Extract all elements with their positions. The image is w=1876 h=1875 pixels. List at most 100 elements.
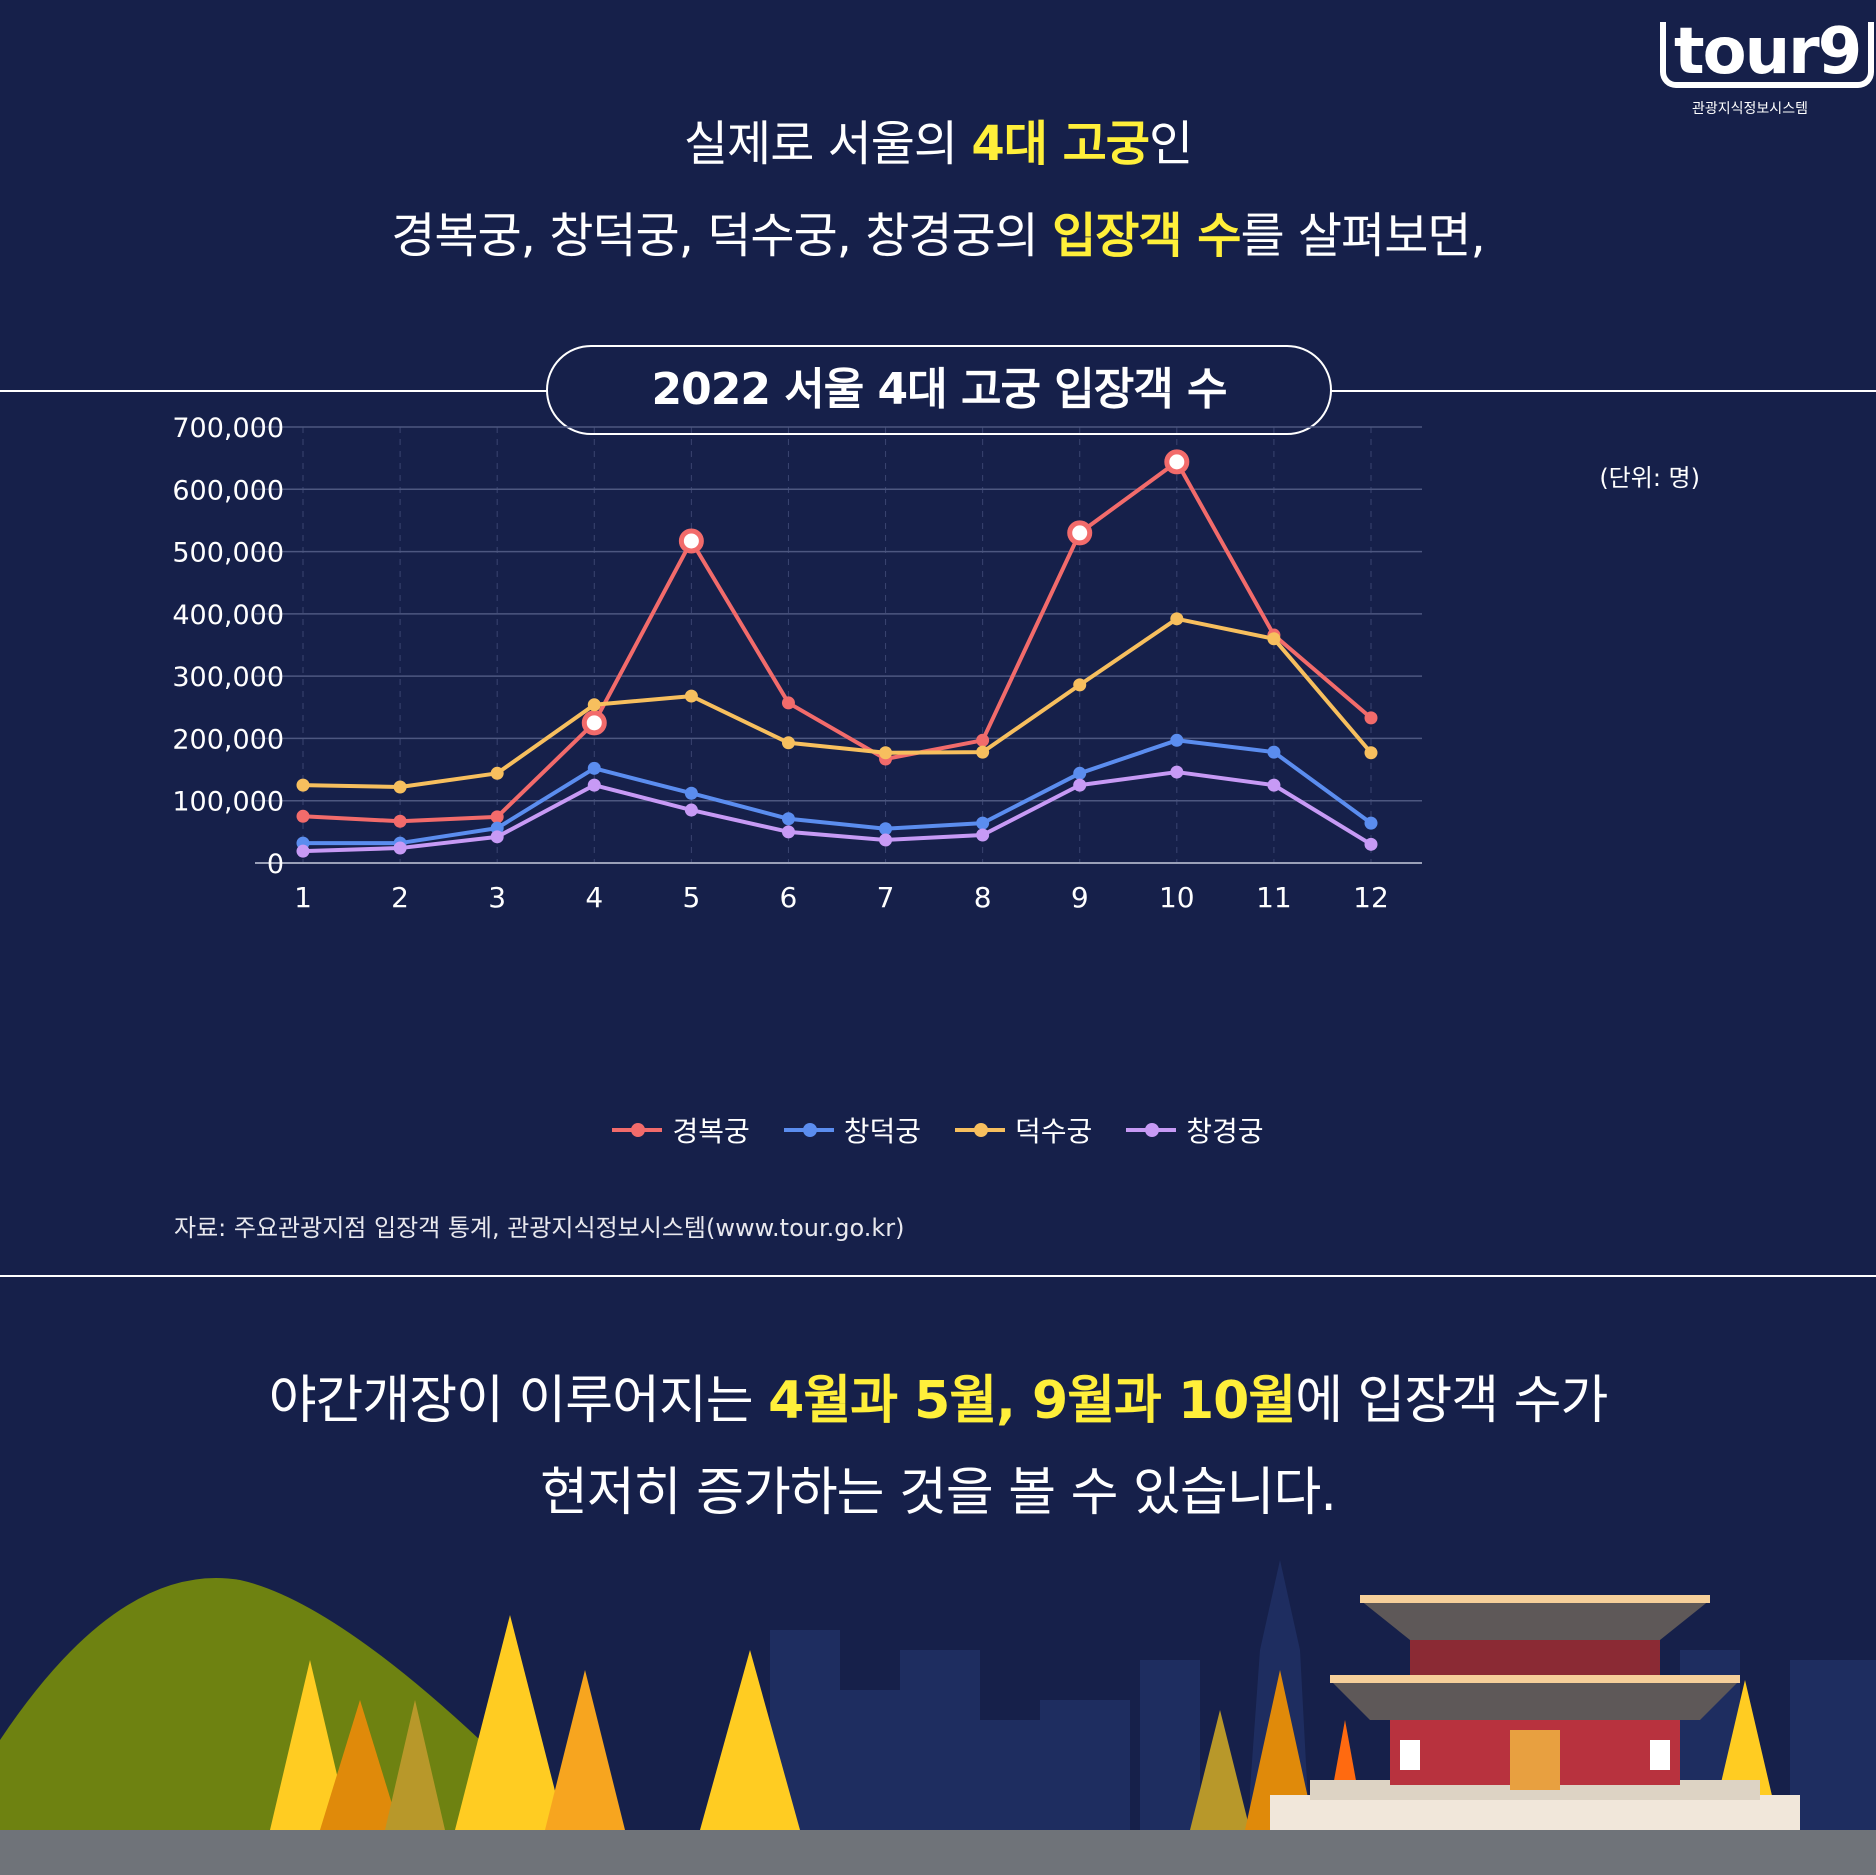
highlighted-data-point [678,528,704,554]
logo-subtitle: 관광지식정보시스템 [1692,101,1808,117]
legend-label: 창경궁 [1186,1115,1264,1148]
y-tick-label: 400,000 [172,600,284,631]
data-point [1073,766,1087,780]
conclusion-text-part: 에 입장객 수가 [1295,1371,1608,1431]
data-point [587,698,601,712]
data-point [684,803,698,817]
data-point [1364,837,1378,851]
x-tick-label: 5 [682,881,700,914]
autumn-trees [270,1615,1780,1830]
data-point [684,689,698,703]
data-point [879,746,893,760]
ground [0,1830,1876,1875]
data-point [490,766,504,780]
data-point [781,736,795,750]
data-point [879,822,893,836]
data-point [490,830,504,844]
headline-highlight: 입장객 수 [1052,208,1241,264]
data-point [1170,765,1184,779]
legend: 경복궁 창덕궁 덕수궁 창경궁 [0,1110,1876,1150]
data-point [587,778,601,792]
x-tick-label: 12 [1353,881,1389,914]
legend-item: 창덕궁 [783,1110,921,1150]
x-tick-label: 11 [1256,881,1292,914]
data-point [1364,816,1378,830]
data-point [976,828,990,842]
chart-title: 2022 서울 4대 고궁 입장객 수 [546,345,1332,435]
palace-building [1270,1595,1800,1830]
series-line [302,770,1373,854]
data-point [1267,632,1281,646]
legend-label: 창덕궁 [843,1115,921,1148]
data-point [976,745,990,759]
headline-text: 경복궁, 창덕궁, 덕수궁, 창경궁의 [391,208,1053,264]
palace-illustration [0,1560,1876,1875]
data-point [879,833,893,847]
legend-swatch [783,1123,834,1137]
x-tick-label: 1 [294,881,312,914]
data-point [296,809,310,823]
headline-text: 인 [1148,116,1193,172]
x-tick-label: 10 [1159,881,1195,914]
highlighted-data-point [581,710,607,736]
conclusion-text-part: 야간개장이 이루어지는 [268,1371,769,1431]
data-point [1073,678,1087,692]
x-tick-label: 2 [391,881,409,914]
legend-swatch [612,1123,663,1137]
series-line [302,616,1373,790]
legend-item: 창경궁 [1126,1110,1264,1150]
data-point [587,761,601,775]
data-point [684,786,698,800]
legend-item: 경복궁 [612,1110,750,1150]
legend-swatch [1126,1123,1177,1137]
conclusion-highlight: 4월과 5월, 9월과 10월 [768,1371,1296,1431]
headline: 실제로 서울의 4대 고궁인 경복궁, 창덕궁, 덕수궁, 창경궁의 입장객 수… [0,98,1876,282]
data-point [1267,778,1281,792]
tour9-logo: tour9 관광지식정보시스템 [1660,20,1875,118]
highlighted-data-point [1164,449,1190,475]
data-point [393,841,407,855]
unit-label: (단위: 명) [1599,464,1700,492]
x-tick-label: 8 [974,881,992,914]
data-point [1364,746,1378,760]
data-point [781,812,795,826]
series-line [302,459,1373,824]
data-point [296,778,310,792]
line-chart: 0 100,000 200,000 300,000 400,000 500,000 600,… [172,413,1422,914]
data-point [976,733,990,747]
data-point [781,825,795,839]
data-point [1073,778,1087,792]
highlighted-data-point [1067,520,1093,546]
conclusion-text-part: 현저히 증가하는 것을 볼 수 있습니다. [540,1463,1337,1523]
legend-label: 덕수궁 [1015,1115,1093,1148]
data-point [296,844,310,858]
x-tick-label: 4 [585,881,603,914]
data-point [393,780,407,794]
section-divider [0,1275,1876,1277]
y-tick-label: 200,000 [172,724,284,755]
data-point [1267,745,1281,759]
legend-label: 경복궁 [672,1115,750,1148]
y-tick-label: 300,000 [172,662,284,693]
x-tick-label: 6 [780,881,798,914]
series-line [303,738,1373,846]
x-tick-label: 7 [877,881,895,914]
conclusion-text: 야간개장이 이루어지는 4월과 5월, 9월과 10월에 입장객 수가 현저히 … [0,1355,1876,1539]
headline-text: 를 살펴보면, [1240,208,1485,264]
x-tick-label: 3 [488,881,506,914]
legend-swatch [955,1123,1005,1137]
data-point [1170,733,1184,747]
logo-wordmark: tour9 [1660,20,1875,88]
y-tick-label: 600,000 [172,475,284,506]
source-note: 자료: 주요관광지점 입장객 통계, 관광지식정보시스템(www.tour.go… [174,1214,905,1242]
y-tick-label: 500,000 [172,538,284,569]
legend-item: 덕수궁 [955,1110,1092,1150]
x-tick-label: 9 [1071,881,1089,914]
y-tick-label: 100,000 [172,787,284,818]
data-point [1170,612,1184,626]
headline-highlight: 4대 고궁 [971,116,1150,172]
data-point [393,814,407,828]
data-point [1364,711,1378,725]
data-point [490,810,504,824]
headline-text: 실제로 서울의 [683,116,972,172]
